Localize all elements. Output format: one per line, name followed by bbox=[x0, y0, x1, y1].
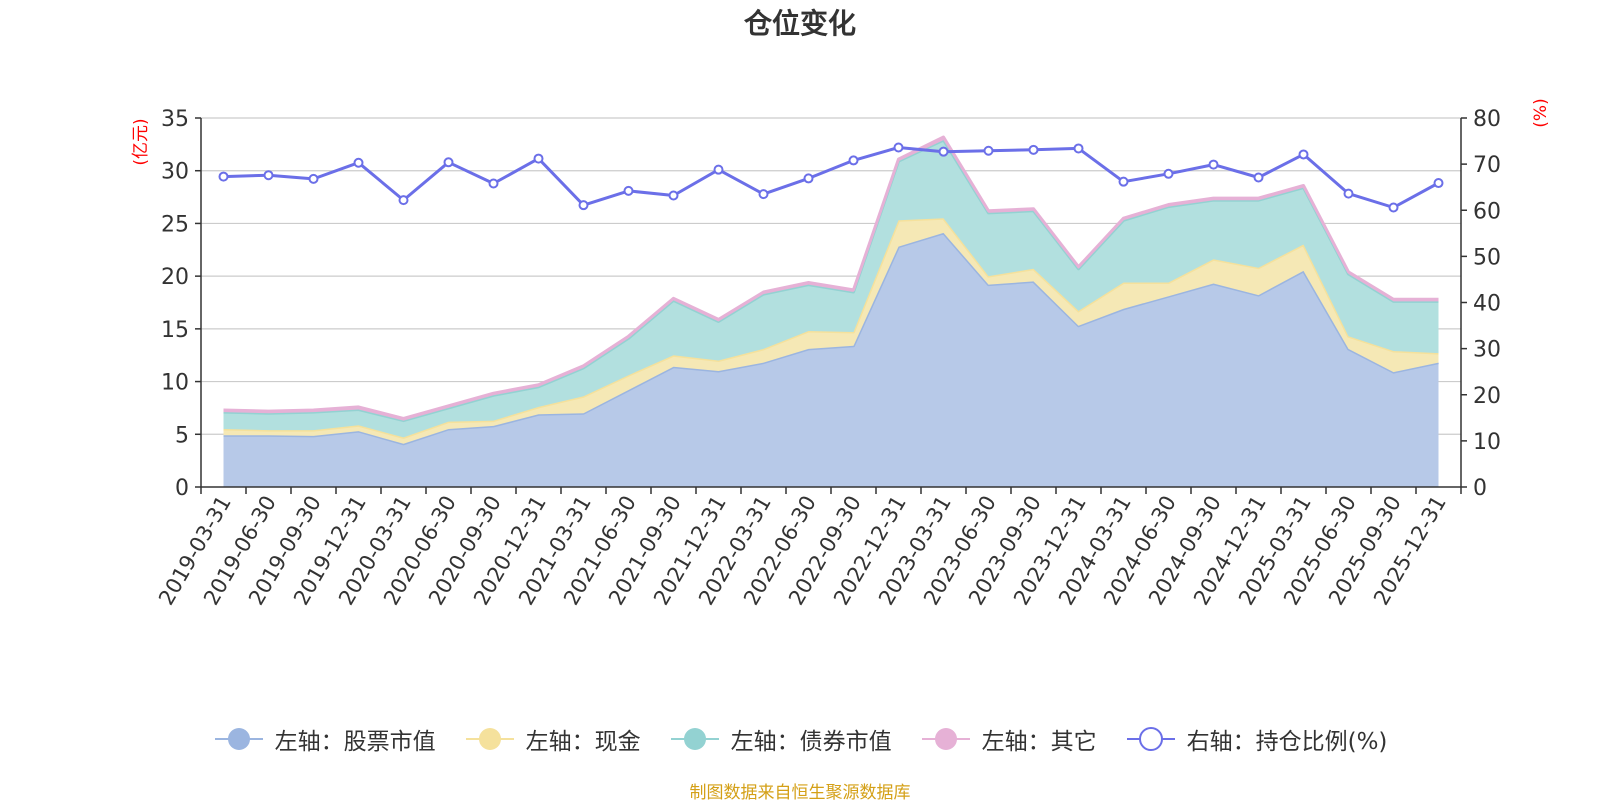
right-tick-label: 30 bbox=[1473, 338, 1501, 363]
ratio-point bbox=[1298, 149, 1309, 160]
ratio-point bbox=[938, 146, 949, 157]
legend-label: 右轴：持仓比例(%) bbox=[1186, 729, 1388, 755]
ratio-point bbox=[488, 178, 499, 189]
legend-swatch-dot bbox=[1138, 727, 1163, 751]
legend-swatch-dot bbox=[683, 728, 706, 750]
ratio-point bbox=[758, 189, 769, 200]
legend-swatch-icon bbox=[465, 728, 514, 750]
left-tick-label: 10 bbox=[161, 371, 189, 396]
ratio-point bbox=[1028, 144, 1039, 155]
legend-item[interactable]: 右轴：持仓比例(%) bbox=[1125, 722, 1388, 756]
ratio-point bbox=[443, 157, 454, 168]
ratio-point bbox=[1163, 168, 1174, 179]
ratio-point bbox=[983, 145, 994, 156]
ratio-point bbox=[263, 170, 274, 181]
ratio-point bbox=[1388, 202, 1399, 213]
ratio-point bbox=[1343, 188, 1354, 199]
ratio-point bbox=[308, 173, 319, 184]
ratio-point bbox=[1073, 143, 1084, 154]
right-tick-label: 40 bbox=[1473, 292, 1501, 317]
legend-swatch-icon bbox=[214, 728, 263, 750]
left-tick-label: 25 bbox=[161, 212, 189, 237]
legend-swatch-dot bbox=[227, 728, 250, 750]
left-tick-label: 30 bbox=[161, 160, 189, 185]
ratio-point bbox=[893, 142, 904, 153]
right-axis-unit: (%) bbox=[1531, 98, 1551, 127]
chart-title: 仓位变化 bbox=[743, 7, 856, 40]
ratio-point bbox=[803, 173, 814, 184]
left-tick-label: 0 bbox=[175, 476, 189, 501]
legend-item[interactable]: 左轴：债券市值 bbox=[669, 722, 892, 756]
right-tick-label: 0 bbox=[1473, 476, 1487, 501]
ratio-line-layer bbox=[218, 142, 1444, 213]
legend-swatch-dot bbox=[478, 728, 501, 750]
legend-swatch-dot bbox=[934, 728, 957, 750]
left-tick-label: 35 bbox=[161, 107, 189, 132]
right-tick-label: 70 bbox=[1473, 153, 1501, 178]
area-左轴：股票市值 bbox=[223, 232, 1439, 487]
right-tick-label: 10 bbox=[1473, 430, 1501, 455]
right-tick-label: 20 bbox=[1473, 384, 1501, 409]
ratio-point bbox=[578, 200, 589, 211]
ratio-point bbox=[533, 153, 544, 164]
legend-swatch-icon bbox=[921, 728, 970, 750]
legend: 左轴：股票市值 左轴：现金 左轴：债券市值 左轴：其它 右轴：持仓比例(%) bbox=[0, 722, 1600, 756]
right-tick-label: 80 bbox=[1473, 107, 1501, 132]
legend-item[interactable]: 左轴：现金 bbox=[464, 722, 641, 756]
legend-item[interactable]: 左轴：股票市值 bbox=[213, 722, 436, 756]
ratio-point bbox=[1118, 176, 1129, 187]
ratio-point bbox=[668, 190, 679, 201]
area-edge-左轴：其它 bbox=[223, 135, 1439, 420]
ratio-point bbox=[398, 195, 409, 206]
legend-swatch-icon bbox=[1126, 727, 1175, 751]
left-axis-unit: (亿元) bbox=[131, 118, 151, 165]
legend-swatch-icon bbox=[670, 728, 719, 750]
ratio-point bbox=[623, 185, 634, 196]
left-tick-label: 5 bbox=[175, 423, 189, 448]
ratio-point bbox=[353, 157, 364, 168]
ratio-point bbox=[1253, 172, 1264, 183]
right-tick-label: 50 bbox=[1473, 245, 1501, 270]
legend-label: 左轴：现金 bbox=[525, 729, 641, 755]
legend-label: 左轴：债券市值 bbox=[730, 729, 892, 755]
ratio-point bbox=[848, 155, 859, 166]
legend-item[interactable]: 左轴：其它 bbox=[920, 722, 1097, 756]
ratio-line bbox=[223, 146, 1440, 209]
left-tick-label: 20 bbox=[161, 265, 189, 290]
legend-label: 左轴：股票市值 bbox=[274, 729, 436, 755]
stacked-areas bbox=[223, 135, 1439, 487]
left-tick-label: 15 bbox=[161, 318, 189, 343]
ratio-point bbox=[1433, 178, 1444, 189]
right-tick-label: 60 bbox=[1473, 199, 1501, 224]
legend-label: 左轴：其它 bbox=[981, 729, 1097, 755]
ratio-point bbox=[218, 171, 229, 182]
ratio-point bbox=[713, 164, 724, 175]
ratio-point bbox=[1208, 159, 1219, 170]
source-note: 制图数据来自恒生聚源数据库 bbox=[689, 783, 911, 803]
